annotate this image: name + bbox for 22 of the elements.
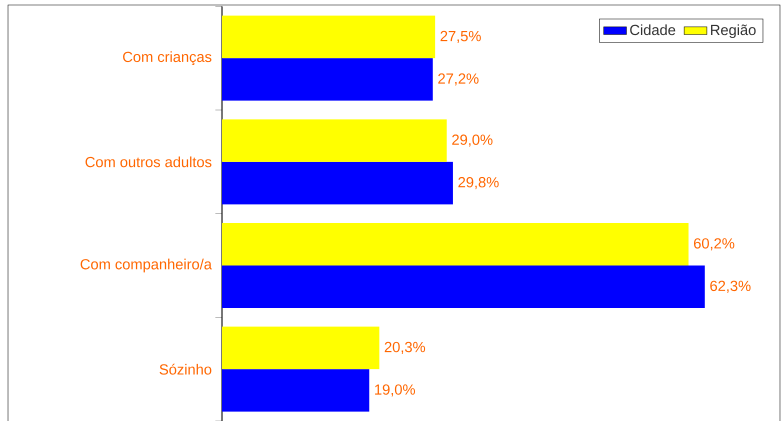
- bar: [222, 266, 705, 308]
- bar: [222, 162, 453, 204]
- data-label: 62,3%: [710, 280, 751, 293]
- legend-label: Região: [711, 24, 756, 38]
- bar: [222, 222, 689, 266]
- data-label: 20,3%: [384, 342, 426, 354]
- bar: [222, 326, 380, 370]
- data-label: 27,2%: [438, 73, 479, 86]
- y-tick-label: Com companheiro/a: [80, 258, 212, 272]
- y-tick-label: Com outros adultos: [86, 156, 212, 168]
- data-label: 29,8%: [458, 177, 499, 190]
- y-tick-label: Com crianças: [123, 51, 212, 66]
- bar: [222, 16, 436, 58]
- y-tick-label: Sózinho: [160, 364, 212, 375]
- data-label: 27,5%: [440, 30, 481, 43]
- data-label: 19,0%: [375, 384, 416, 396]
- data-label: 60,2%: [694, 238, 734, 250]
- bar: [222, 369, 370, 412]
- data-label: 29,0%: [452, 134, 492, 147]
- legend-label: Cidade: [630, 24, 676, 36]
- bar: [222, 119, 447, 162]
- bar: [222, 58, 433, 101]
